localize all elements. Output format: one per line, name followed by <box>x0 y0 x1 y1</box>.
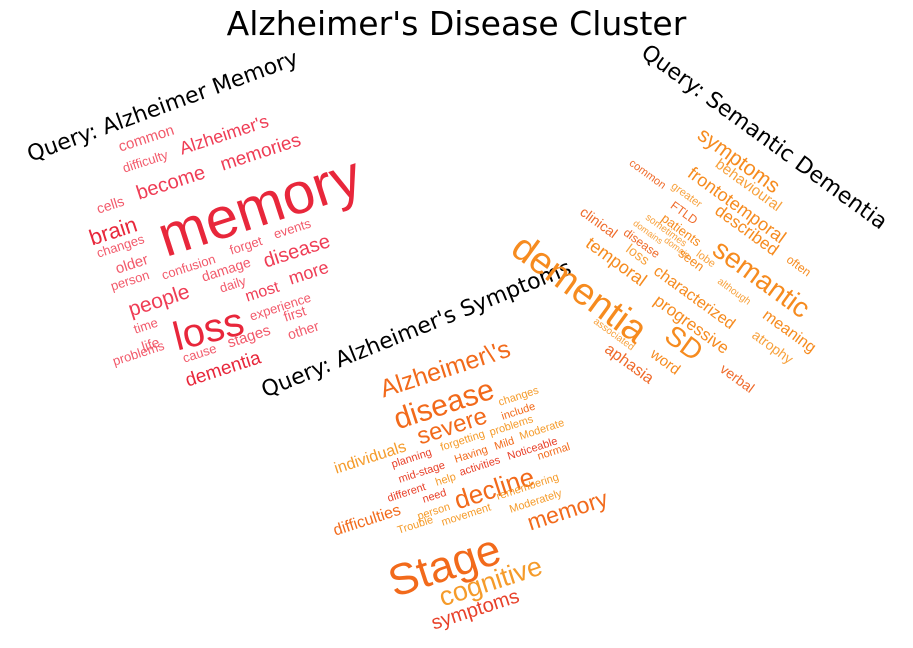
page-title: Alzheimer's Disease Cluster <box>226 4 687 43</box>
cloud-word: difficulties <box>331 501 404 540</box>
